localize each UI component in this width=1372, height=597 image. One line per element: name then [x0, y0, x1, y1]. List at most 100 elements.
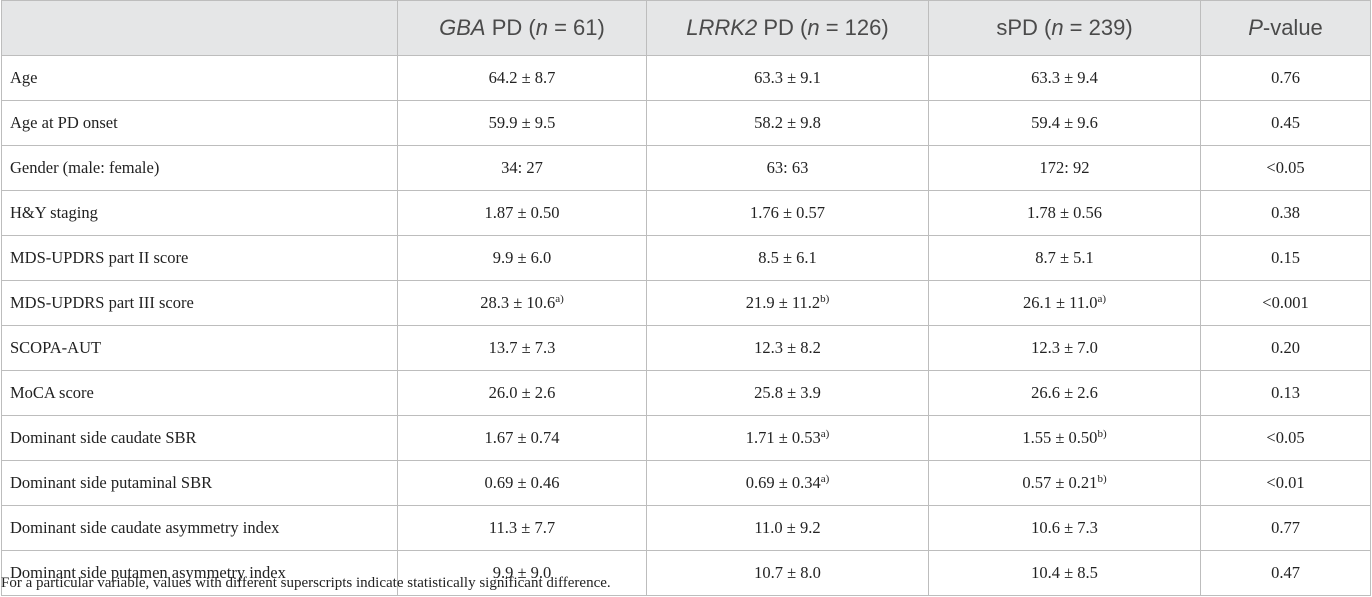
cell: 63.3 ± 9.1	[646, 55, 929, 101]
table-row: H&Y staging 1.87 ± 0.50 1.76 ± 0.57 1.78 ± …	[1, 190, 1371, 236]
cell: 0.20	[1200, 325, 1371, 371]
row-label: Age	[1, 55, 398, 101]
header-cell: GBA PD (n = 61)	[397, 0, 647, 56]
cell: <0.05	[1200, 415, 1371, 461]
cell: 1.67 ± 0.74	[397, 415, 647, 461]
table-row: Dominant side caudate asymmetry index 11.…	[1, 505, 1371, 551]
header-text: n	[535, 15, 548, 40]
row-label: Age at PD onset	[1, 100, 398, 146]
table-row: Age at PD onset 59.9 ± 9.5 58.2 ± 9.8 59.4 …	[1, 100, 1371, 146]
cell: 1.87 ± 0.50	[397, 190, 647, 236]
header-cell: sPD (n = 239)	[928, 0, 1201, 56]
header-text: n	[807, 15, 820, 40]
table-row: Age 64.2 ± 8.7 63.3 ± 9.1 63.3 ± 9.4 0.76	[1, 55, 1371, 101]
cell: 1.55 ± 0.50b)	[928, 415, 1201, 461]
header-cell: LRRK2 PD (n = 126)	[646, 0, 929, 56]
cell: 10.4 ± 8.5	[928, 550, 1201, 596]
header-text: = 239)	[1063, 15, 1133, 40]
cell: 13.7 ± 7.3	[397, 325, 647, 371]
header-row: GBA PD (n = 61) LRRK2 PD (n = 126) sPD (n …	[1, 0, 1371, 56]
cell: 64.2 ± 8.7	[397, 55, 647, 101]
superscript: a)	[555, 293, 564, 305]
cell: 59.9 ± 9.5	[397, 100, 647, 146]
header-text: GBA	[439, 15, 486, 40]
cell: 0.69 ± 0.46	[397, 460, 647, 506]
cell: 8.7 ± 5.1	[928, 235, 1201, 281]
cell: 26.0 ± 2.6	[397, 370, 647, 416]
cell: 0.47	[1200, 550, 1371, 596]
cell-value: 21.9 ± 11.2	[745, 293, 821, 312]
cell: 11.0 ± 9.2	[646, 505, 929, 551]
cell-value: 1.55 ± 0.50	[1022, 428, 1098, 447]
superscript: a)	[820, 473, 830, 485]
cell-value: 0.69 ± 0.34	[745, 473, 821, 492]
cell: 25.8 ± 3.9	[646, 370, 929, 416]
cell-value: 26.1 ± 11.0	[1023, 293, 1098, 312]
cell: <0.001	[1200, 280, 1371, 326]
header-cell: P-value	[1200, 0, 1371, 56]
cell: 34: 27	[397, 145, 647, 191]
table-row: Dominant side putamen asymmetry index 9.9…	[1, 550, 1371, 596]
cell: 0.38	[1200, 190, 1371, 236]
cell: 21.9 ± 11.2b)	[646, 280, 929, 326]
row-label: Gender (male: female)	[1, 145, 398, 191]
row-label: SCOPA-AUT	[1, 325, 398, 371]
cell: 9.9 ± 9.0	[397, 550, 647, 596]
superscript: b)	[820, 293, 830, 305]
superscript: a)	[1097, 293, 1106, 305]
cell-value: 1.71 ± 0.53	[745, 428, 821, 447]
table-row: SCOPA-AUT 13.7 ± 7.3 12.3 ± 8.2 12.3 ± 7.0 0…	[1, 325, 1371, 371]
header-text: PD (	[485, 15, 536, 40]
header-text: = 126)	[819, 15, 889, 40]
footnote: For a particular variable, values with d…	[1, 575, 611, 591]
cell-value: 0.57 ± 0.21	[1022, 473, 1098, 492]
superscript: a)	[820, 428, 830, 440]
cell: 8.5 ± 6.1	[646, 235, 929, 281]
cell: 12.3 ± 7.0	[928, 325, 1201, 371]
cell: 11.3 ± 7.7	[397, 505, 647, 551]
table-row: MDS-UPDRS part II score 9.9 ± 6.0 8.5 ± 6.…	[1, 235, 1371, 281]
cell: 10.6 ± 7.3	[928, 505, 1201, 551]
table-row: MoCA score 26.0 ± 2.6 25.8 ± 3.9 26.6 ± 2.6…	[1, 370, 1371, 416]
table-row: MDS-UPDRS part III score 28.3 ± 10.6a) 21.…	[1, 280, 1371, 326]
cell: 12.3 ± 8.2	[646, 325, 929, 371]
superscript: b)	[1097, 428, 1107, 440]
cell: 0.57 ± 0.21b)	[928, 460, 1201, 506]
cell: 59.4 ± 9.6	[928, 100, 1201, 146]
row-label: Dominant side putamen asymmetry index	[1, 550, 398, 596]
table-row: Dominant side caudate SBR 1.67 ± 0.74 1.71…	[1, 415, 1371, 461]
header-text: P	[1248, 15, 1263, 40]
header-text: LRRK2	[686, 15, 758, 40]
header-cell	[1, 0, 398, 56]
cell: 28.3 ± 10.6a)	[397, 280, 647, 326]
row-label: Dominant side caudate asymmetry index	[1, 505, 398, 551]
row-label: MDS-UPDRS part III score	[1, 280, 398, 326]
cell: 0.69 ± 0.34a)	[646, 460, 929, 506]
cell: <0.01	[1200, 460, 1371, 506]
table-body: Age 64.2 ± 8.7 63.3 ± 9.1 63.3 ± 9.4 0.76 Age…	[1, 55, 1371, 596]
cell: 63.3 ± 9.4	[928, 55, 1201, 101]
cell: 10.7 ± 8.0	[646, 550, 929, 596]
cell: 1.78 ± 0.56	[928, 190, 1201, 236]
cell: 26.6 ± 2.6	[928, 370, 1201, 416]
header-text: sPD (	[996, 15, 1052, 40]
row-label: Dominant side putaminal SBR	[1, 460, 398, 506]
table-row: Dominant side putaminal SBR 0.69 ± 0.46 0.…	[1, 460, 1371, 506]
header-text: -value	[1262, 15, 1323, 40]
table-row: Gender (male: female) 34: 27 63: 63 172: 92…	[1, 145, 1371, 191]
cell: 63: 63	[646, 145, 929, 191]
superscript: b)	[1097, 473, 1107, 485]
cell: 1.76 ± 0.57	[646, 190, 929, 236]
cell: 172: 92	[928, 145, 1201, 191]
cell-value: 28.3 ± 10.6	[480, 293, 556, 312]
row-label: Dominant side caudate SBR	[1, 415, 398, 461]
cell: 0.76	[1200, 55, 1371, 101]
cell: 26.1 ± 11.0a)	[928, 280, 1201, 326]
cell: 1.71 ± 0.53a)	[646, 415, 929, 461]
cell: 58.2 ± 9.8	[646, 100, 929, 146]
cell: 0.77	[1200, 505, 1371, 551]
header-text: PD (	[757, 15, 808, 40]
cell: <0.05	[1200, 145, 1371, 191]
row-label: MDS-UPDRS part II score	[1, 235, 398, 281]
